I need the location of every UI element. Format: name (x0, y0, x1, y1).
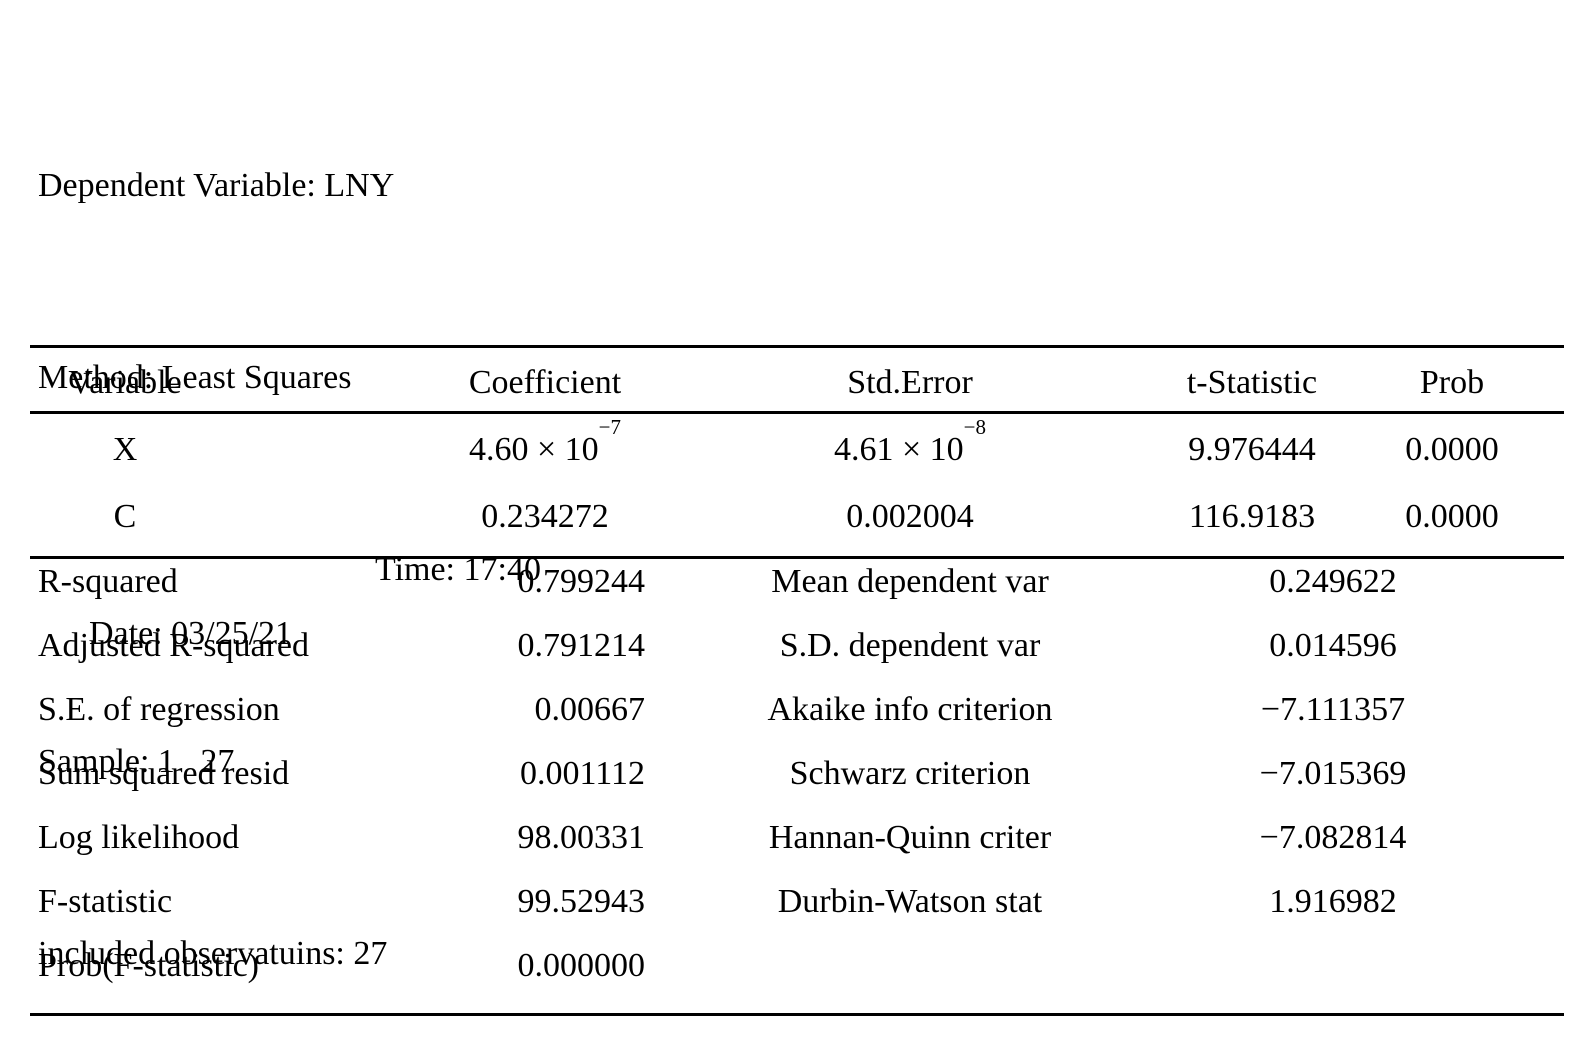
coefficient-value: 4.60 × 10−7 (345, 416, 745, 480)
col-header-variable: Variable (68, 364, 182, 401)
t-statistic-value: 116.9183 (1188, 498, 1316, 535)
date-text: Date: 03/25/21 (89, 615, 293, 652)
stats-row: Log likelihood 98.00331 Hannan-Quinn cri… (0, 806, 1594, 870)
stats-row: Prob(F-statistic) 0.000000 (0, 934, 1594, 998)
stat-label2: Schwarz criterion (789, 755, 1031, 792)
stat-value2: −7.111357 (1260, 691, 1406, 728)
col-header-prob: Prob (1419, 364, 1485, 401)
stat-value: 0.00667 (534, 691, 646, 728)
model-info-block: Dependent Variable: LNY Method: Least Sq… (38, 26, 541, 1058)
stat-label: Adjusted R-squared (38, 627, 310, 664)
col-header-std-error: Std.Error (847, 364, 973, 401)
stat-value: 0.799244 (517, 563, 646, 600)
stat-label: F-statistic (38, 883, 173, 920)
stat-value: 0.001112 (520, 755, 645, 792)
stat-value2: 1.916982 (1269, 883, 1397, 920)
stat-label2: Mean dependent var (771, 563, 1049, 600)
sample-line: Sample: 1 27 (38, 743, 235, 780)
stats-row: F-statistic 99.52943 Durbin-Watson stat … (0, 870, 1594, 934)
col-header-t-statistic: t-Statistic (1186, 364, 1318, 401)
stat-value2: −7.082814 (1259, 819, 1407, 856)
stats-row: Adjusted R-squared 0.791214 S.D. depende… (0, 614, 1594, 678)
stat-label2: Akaike info criterion (767, 691, 1053, 728)
coefficient-base: 0.234272 (481, 498, 609, 535)
variable-name: X (112, 431, 138, 468)
coef-row-c: C 0.234272 0.002004 116.9183 0.0000 (0, 487, 1594, 547)
col-header-coefficient: Coefficient (468, 364, 622, 401)
rule-below-coefficients (30, 556, 1564, 559)
std-error-base: 0.002004 (846, 498, 974, 535)
stats-row: S.E. of regression 0.00667 Akaike info c… (0, 678, 1594, 742)
coefficient-exponent: −7 (598, 414, 622, 439)
coefficient-value: 0.234272 (345, 487, 745, 547)
std-error-value: 4.61 × 10−8 (710, 416, 1110, 480)
stat-label2: Durbin-Watson stat (777, 883, 1043, 920)
rule-below-header (30, 411, 1564, 414)
stats-row: R-squared 0.799244 Mean dependent var 0.… (0, 550, 1594, 614)
stat-value: 0.791214 (517, 627, 646, 664)
stat-value2: 0.249622 (1269, 563, 1397, 600)
std-error-base: 4.61 × 10 (833, 431, 964, 468)
dependent-variable-line: Dependent Variable: LNY (38, 167, 395, 204)
coef-row-x: X 4.60 × 10−7 4.61 × 10−8 9.976444 0.000… (0, 416, 1594, 480)
stats-row: Sum squared resid 0.001112 Schwarz crite… (0, 742, 1594, 806)
std-error-exponent: −8 (963, 414, 987, 439)
rule-bottom (30, 1013, 1564, 1016)
prob-value: 0.0000 (1405, 431, 1499, 468)
stat-label: S.E. of regression (38, 691, 280, 728)
coefficient-base: 4.60 × 10 (468, 431, 599, 468)
t-statistic-value: 9.976444 (1188, 431, 1316, 468)
stat-value: 99.52943 (517, 883, 646, 920)
observations-line: included observatuins: 27 (38, 935, 388, 972)
stat-label: R-squared (38, 563, 178, 600)
stat-value: 0.000000 (517, 947, 646, 984)
stat-label: Prob(F-statistic) (38, 947, 259, 984)
variable-name: C (113, 498, 137, 535)
stat-label2: S.D. dependent var (779, 627, 1041, 664)
stat-label2: Hannan-Quinn criter (768, 819, 1052, 856)
stat-label: Sum squared resid (38, 755, 290, 792)
stat-label: Log likelihood (38, 819, 240, 856)
stat-value: 98.00331 (517, 819, 646, 856)
std-error-value: 0.002004 (710, 487, 1110, 547)
prob-value: 0.0000 (1405, 498, 1499, 535)
coef-header-row: Variable Coefficient Std.Error t-Statist… (0, 354, 1594, 412)
stat-value2: 0.014596 (1269, 627, 1397, 664)
rule-top (30, 345, 1564, 348)
stat-value2: −7.015369 (1259, 755, 1407, 792)
method-line: Method: Least Squares (38, 359, 352, 396)
